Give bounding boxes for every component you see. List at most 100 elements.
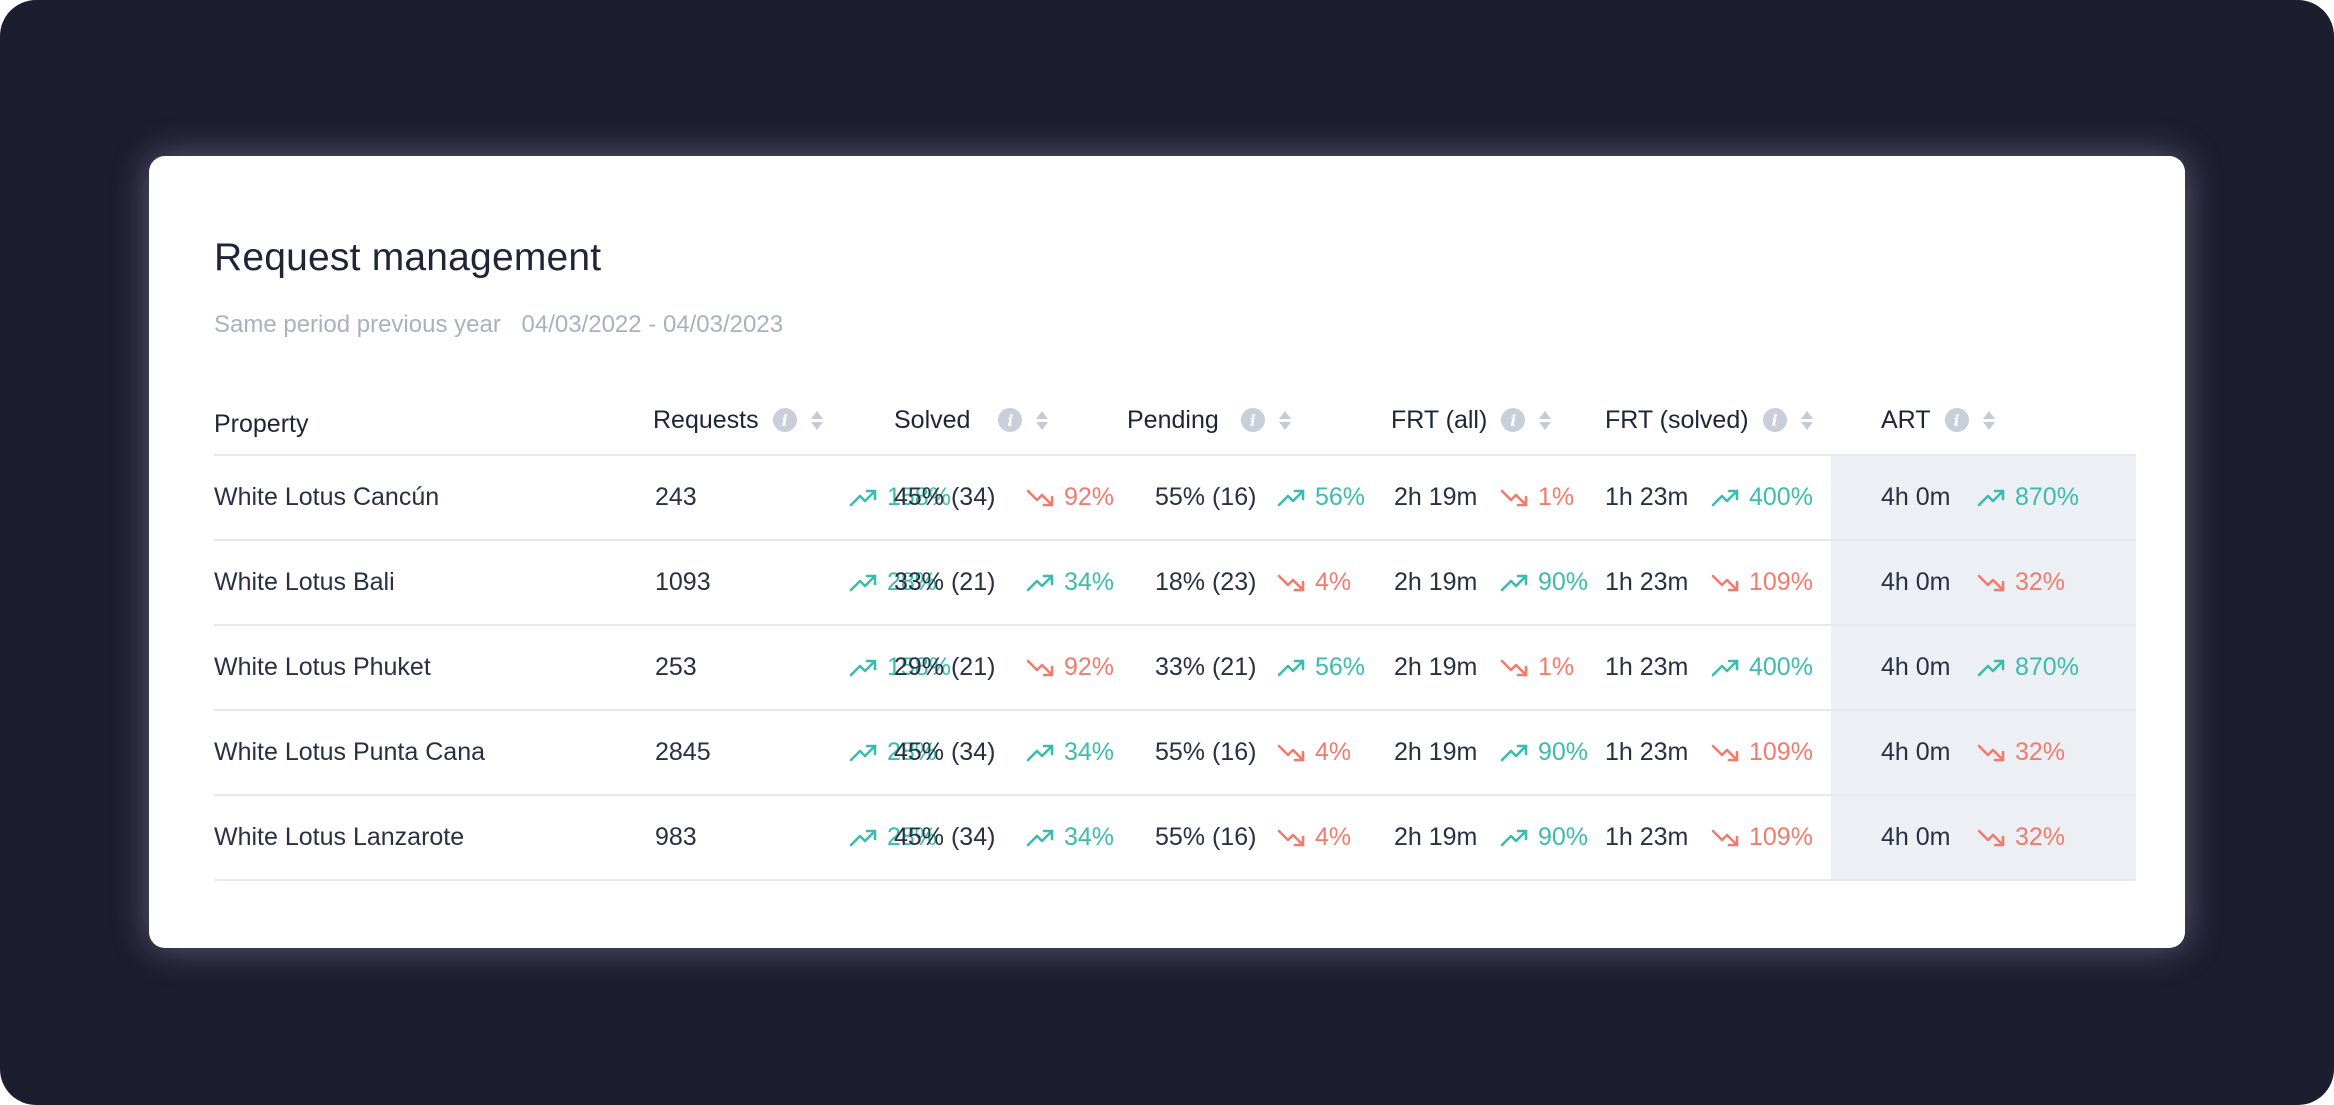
requests-cell: 983 28% xyxy=(653,795,937,881)
frt-solved-cell: 1h 23m 109% xyxy=(1605,540,1831,626)
info-icon[interactable]: i xyxy=(998,408,1023,432)
trend-indicator: 109% xyxy=(1711,738,1813,767)
sort-icon[interactable] xyxy=(1800,410,1813,430)
pending-cell: 33% (21) 56% xyxy=(1127,625,1391,711)
info-icon[interactable]: i xyxy=(1762,408,1787,432)
request-table: Property Requests i Solved i xyxy=(214,386,2136,881)
trend-down-icon xyxy=(1711,827,1749,849)
trend-percent: 870% xyxy=(2015,653,2079,681)
table-row[interactable]: White Lotus Lanzarote 983 28% 45% (34) 34%… xyxy=(214,795,2136,881)
trend-percent: 32% xyxy=(2015,823,2066,851)
trend-percent: 90% xyxy=(1538,738,1589,766)
property-name: White Lotus Cancún xyxy=(214,455,653,541)
metric-value: 33% (21) xyxy=(894,568,996,596)
property-name: White Lotus Punta Cana xyxy=(214,710,653,796)
trend-down-icon xyxy=(1277,742,1315,764)
requests-cell: 2845 28% xyxy=(653,710,937,796)
column-header-requests[interactable]: Requests i xyxy=(653,386,894,456)
metric-value-group: 55% (16) 4% xyxy=(1155,823,1351,852)
metric-value-group: 45% (34) 34% xyxy=(894,823,1114,852)
trend-percent: 34% xyxy=(1064,568,1115,596)
metric-value: 1h 23m xyxy=(1605,568,1689,596)
table-row[interactable]: White Lotus Bali 1093 28% 33% (21) 34% 18%… xyxy=(214,540,2136,626)
info-icon[interactable]: i xyxy=(1240,408,1265,432)
metric-value: 55% (16) xyxy=(1155,823,1257,851)
metric-value: 1h 23m xyxy=(1605,653,1689,681)
art-cell: 4h 0m 32% xyxy=(1831,540,2136,626)
trend-indicator: 870% xyxy=(1977,653,2079,682)
column-header-solved[interactable]: Solved i xyxy=(894,386,1127,456)
trend-down-icon xyxy=(1977,827,2015,849)
column-header-label: Property xyxy=(214,409,309,438)
page-title: Request management xyxy=(214,236,602,279)
trend-percent: 870% xyxy=(2015,483,2079,511)
trend-indicator: 400% xyxy=(1711,483,1813,512)
trend-up-icon xyxy=(1977,487,2015,509)
sort-icon[interactable] xyxy=(1036,410,1049,430)
metric-value-group: 45% (34) 92% xyxy=(894,483,1114,512)
metric-value-group: 2h 19m 90% xyxy=(1394,738,1588,767)
metric-value-group: 1h 23m 109% xyxy=(1605,823,1813,852)
info-icon[interactable]: i xyxy=(1944,408,1969,432)
metric-value: 18% (23) xyxy=(1155,568,1257,596)
property-name: White Lotus Phuket xyxy=(214,625,653,711)
trend-indicator: 92% xyxy=(1026,483,1114,512)
metric-value-group: 2h 19m 1% xyxy=(1394,483,1574,512)
metric-value: 4h 0m xyxy=(1881,653,1951,681)
trend-up-icon xyxy=(849,572,887,594)
trend-indicator: 56% xyxy=(1277,653,1365,682)
solved-cell: 45% (34) 34% xyxy=(894,795,1127,881)
comparison-period: Same period previous year 04/03/2022 - 0… xyxy=(214,311,783,339)
metric-value-group: 4h 0m 32% xyxy=(1881,738,2065,767)
metric-value: 45% (34) xyxy=(894,483,996,511)
trend-down-icon xyxy=(1711,572,1749,594)
column-header-frt-solved[interactable]: FRT (solved) i xyxy=(1605,386,1831,456)
trend-indicator: 90% xyxy=(1500,823,1588,852)
solved-cell: 29% (21) 92% xyxy=(894,625,1127,711)
trend-indicator: 34% xyxy=(1026,738,1114,767)
column-header-art[interactable]: ART i xyxy=(1831,386,2136,456)
table-row[interactable]: White Lotus Phuket 253 158% 29% (21) 92% 3… xyxy=(214,625,2136,711)
metric-value: 33% (21) xyxy=(1155,653,1257,681)
sort-icon[interactable] xyxy=(810,410,823,430)
info-icon[interactable]: i xyxy=(772,408,797,432)
trend-percent: 4% xyxy=(1315,738,1352,766)
column-header-frt-all[interactable]: FRT (all) i xyxy=(1391,386,1605,456)
metric-value: 4h 0m xyxy=(1881,568,1951,596)
pending-cell: 55% (16) 4% xyxy=(1127,795,1391,881)
trend-percent: 34% xyxy=(1064,823,1115,851)
metric-value: 2h 19m xyxy=(1394,568,1478,596)
column-header-pending[interactable]: Pending i xyxy=(1127,386,1391,456)
frt-all-cell: 2h 19m 1% xyxy=(1391,455,1605,541)
sort-icon[interactable] xyxy=(1982,410,1995,430)
art-cell: 4h 0m 32% xyxy=(1831,795,2136,881)
frt-all-cell: 2h 19m 90% xyxy=(1391,710,1605,796)
trend-up-icon xyxy=(849,742,887,764)
metric-value: 55% (16) xyxy=(1155,738,1257,766)
property-name: White Lotus Lanzarote xyxy=(214,795,653,881)
trend-up-icon xyxy=(1977,657,2015,679)
metric-value-group: 18% (23) 4% xyxy=(1155,568,1351,597)
metric-value: 2h 19m xyxy=(1394,483,1478,511)
info-icon[interactable]: i xyxy=(1501,408,1526,432)
sort-icon[interactable] xyxy=(1539,410,1552,430)
trend-up-icon xyxy=(1277,657,1315,679)
table-row[interactable]: White Lotus Cancún 243 158% 45% (34) 92% 5… xyxy=(214,455,2136,541)
metric-value: 2h 19m xyxy=(1394,653,1478,681)
sort-icon[interactable] xyxy=(1278,410,1291,430)
metric-value-group: 55% (16) 4% xyxy=(1155,738,1351,767)
trend-percent: 32% xyxy=(2015,738,2066,766)
table-row[interactable]: White Lotus Punta Cana 2845 28% 45% (34) 3… xyxy=(214,710,2136,796)
trend-percent: 109% xyxy=(1749,823,1813,851)
solved-cell: 45% (34) 92% xyxy=(894,455,1127,541)
metric-value-group: 4h 0m 32% xyxy=(1881,823,2065,852)
date-range: 04/03/2022 - 04/03/2023 xyxy=(521,311,784,338)
requests-cell: 1093 28% xyxy=(653,540,937,626)
column-header-label: FRT (solved) xyxy=(1605,405,1749,434)
metric-value: 1093 xyxy=(655,568,711,596)
trend-down-icon xyxy=(1977,742,2015,764)
metric-value: 55% (16) xyxy=(1155,483,1257,511)
trend-percent: 92% xyxy=(1064,653,1115,681)
trend-indicator: 109% xyxy=(1711,568,1813,597)
